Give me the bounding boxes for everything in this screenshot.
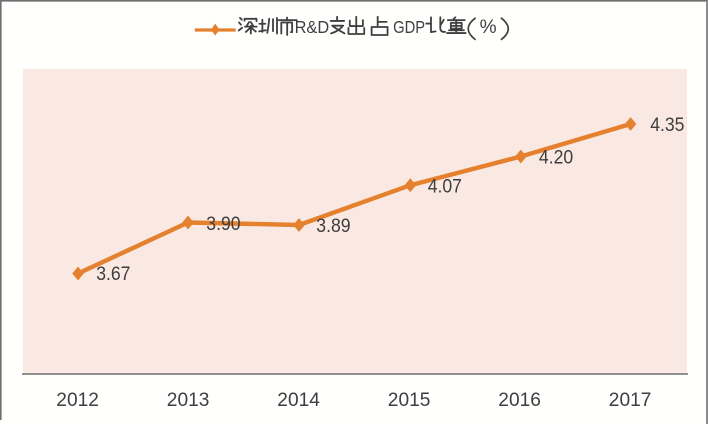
svg-text:GDP: GDP [393, 17, 425, 37]
svg-text:4.35: 4.35 [650, 114, 684, 136]
svg-text:4.20: 4.20 [539, 146, 573, 168]
svg-text:3.90: 3.90 [206, 213, 240, 235]
svg-text:%: % [480, 17, 497, 38]
svg-text:2016: 2016 [498, 390, 541, 411]
svg-text:2013: 2013 [167, 390, 210, 411]
svg-text:2014: 2014 [277, 390, 320, 411]
svg-text:3.67: 3.67 [96, 263, 130, 285]
svg-text:4.07: 4.07 [428, 175, 462, 197]
svg-text:3.89: 3.89 [316, 215, 350, 237]
svg-text:R&D: R&D [295, 17, 330, 37]
svg-text:2012: 2012 [56, 390, 99, 411]
svg-text:2017: 2017 [609, 390, 652, 411]
svg-text:2015: 2015 [388, 390, 431, 411]
